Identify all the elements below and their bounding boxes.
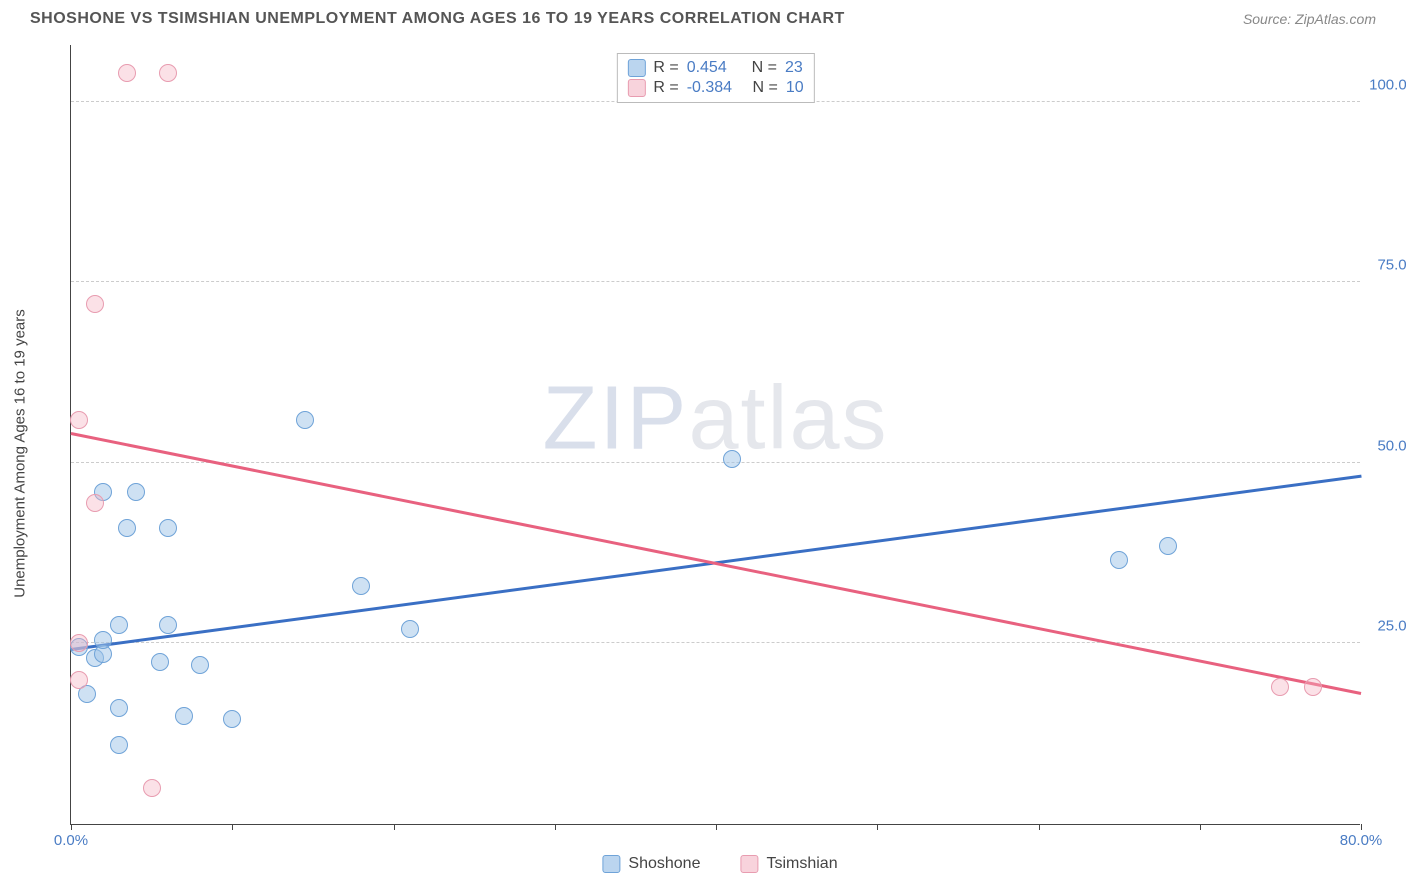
data-point [1159,537,1177,555]
data-point [1271,678,1289,696]
data-point [159,519,177,537]
y-tick-label: 25.0% [1377,618,1406,635]
data-point [94,631,112,649]
gridline [71,642,1360,643]
data-point [127,483,145,501]
x-tick [716,824,717,830]
x-tick [877,824,878,830]
y-tick-label: 50.0% [1377,437,1406,454]
data-point [110,699,128,717]
data-point [151,653,169,671]
swatch-icon [627,79,645,97]
swatch-icon [602,855,620,873]
x-tick [1039,824,1040,830]
stats-row-shoshone: R = 0.454 N = 23 [627,58,803,78]
data-point [70,671,88,689]
plot-region: ZIPatlas R = 0.454 N = 23 R = -0.384 N =… [70,45,1360,825]
y-tick-label: 100.0% [1369,76,1406,93]
data-point [159,616,177,634]
x-tick-label: 80.0% [1340,832,1383,849]
trend-line [71,432,1361,694]
data-point [110,616,128,634]
legend-item-shoshone: Shoshone [602,855,700,873]
data-point [1304,678,1322,696]
swatch-icon [740,855,758,873]
x-tick [555,824,556,830]
x-tick [394,824,395,830]
x-tick [232,824,233,830]
legend-item-tsimshian: Tsimshian [740,855,837,873]
x-tick [71,824,72,830]
data-point [1110,551,1128,569]
data-point [352,577,370,595]
data-point [118,519,136,537]
watermark: ZIPatlas [542,367,888,470]
data-point [296,411,314,429]
chart-area: Unemployment Among Ages 16 to 19 years Z… [50,45,1390,845]
gridline [71,281,1360,282]
data-point [118,64,136,82]
data-point [159,64,177,82]
x-tick [1200,824,1201,830]
x-tick-label: 0.0% [54,832,88,849]
data-point [143,779,161,797]
chart-title: SHOSHONE VS TSIMSHIAN UNEMPLOYMENT AMONG… [30,10,845,28]
swatch-icon [627,59,645,77]
source-label: Source: ZipAtlas.com [1243,11,1376,27]
data-point [723,450,741,468]
gridline [71,462,1360,463]
data-point [191,656,209,674]
data-point [70,411,88,429]
data-point [110,736,128,754]
data-point [70,634,88,652]
x-tick [1361,824,1362,830]
stats-row-tsimshian: R = -0.384 N = 10 [627,78,803,98]
data-point [175,707,193,725]
data-point [223,710,241,728]
y-axis-label: Unemployment Among Ages 16 to 19 years [12,309,29,598]
data-point [86,494,104,512]
series-legend: Shoshone Tsimshian [602,855,837,873]
data-point [401,620,419,638]
data-point [86,295,104,313]
stats-legend: R = 0.454 N = 23 R = -0.384 N = 10 [616,53,814,103]
y-tick-label: 75.0% [1377,257,1406,274]
